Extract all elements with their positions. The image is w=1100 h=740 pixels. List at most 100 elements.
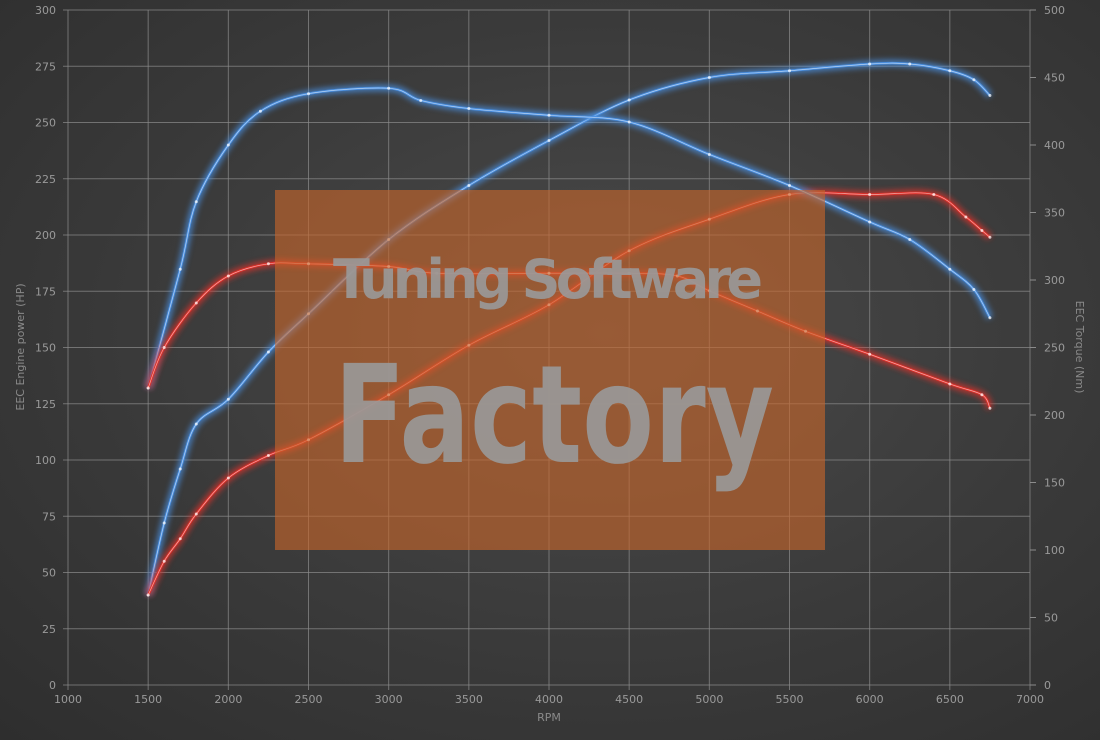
data-point [162,521,166,525]
data-point [162,346,166,349]
y-left-tick-label: 75 [42,510,56,523]
data-point [964,215,968,219]
data-point [627,120,631,124]
x-tick-label: 4000 [535,693,563,706]
data-point [988,94,992,97]
data-point [980,229,984,232]
data-point [226,397,230,401]
y-left-tick-label: 0 [49,679,56,692]
y-left-tick-label: 50 [42,567,56,580]
data-point [178,267,182,271]
y-right-tick-label: 200 [1044,409,1065,422]
x-tick-label: 5500 [776,693,804,706]
x-tick-label: 5000 [695,693,723,706]
data-point [948,69,952,73]
data-point [980,393,984,397]
y-right-tick-label: 450 [1044,72,1065,85]
x-tick-label: 1500 [134,693,162,706]
data-point [194,422,198,426]
y-right-axis-label: EEC Torque (Nm) [1073,301,1086,394]
data-point [972,78,976,82]
y-right-tick-label: 250 [1044,342,1065,355]
y-left-tick-label: 225 [35,173,56,186]
watermark-box [275,190,825,550]
data-point [988,235,992,239]
y-left-tick-label: 175 [35,285,56,298]
watermark-line2: Factory [334,337,774,495]
data-point [226,476,230,480]
data-point [387,86,391,90]
x-tick-label: 6000 [856,693,884,706]
data-point [932,193,936,196]
series-0 [144,59,993,597]
data-point [868,352,872,356]
x-tick-label: 3000 [375,693,403,706]
data-point [266,262,270,266]
data-point [307,92,310,96]
y-right-tick-label: 400 [1044,139,1065,152]
data-point [266,454,270,457]
x-tick-label: 3500 [455,693,483,706]
x-tick-label: 4500 [615,693,643,706]
data-point [178,467,182,471]
y-right-tick-label: 350 [1044,207,1065,220]
watermark-line1: Tuning Software [333,248,763,311]
data-point [146,386,150,390]
data-point [266,350,270,354]
data-point [908,238,912,241]
y-right-tick-label: 500 [1044,4,1065,17]
data-point [627,98,631,102]
data-point [162,559,166,563]
data-point [194,512,198,516]
x-tick-label: 2000 [214,693,242,706]
data-point [467,184,471,187]
y-right-tick-label: 300 [1044,274,1065,287]
data-point [788,184,791,187]
data-point [988,316,992,320]
data-point [178,537,182,541]
series-2 [144,84,994,390]
x-tick-label: 7000 [1016,693,1044,706]
y-left-tick-label: 150 [35,342,56,355]
data-point [194,200,198,204]
data-point [868,62,872,66]
data-point [194,301,198,305]
data-point [972,287,976,291]
x-tick-label: 1000 [54,693,82,706]
axis-ticks: 1000 1500 2000 2500 3000 3500 4000 4500 5000 5500… [35,4,1065,706]
data-point [547,139,551,142]
x-tick-label: 6500 [936,693,964,706]
data-point [948,267,952,271]
y-right-tick-label: 0 [1044,679,1051,692]
y-right-tick-label: 100 [1044,544,1065,557]
data-point [908,62,912,66]
y-left-tick-label: 250 [35,117,56,130]
data-point [467,107,471,111]
data-point [226,274,230,278]
x-axis-label: RPM [537,711,561,724]
data-point [707,152,711,156]
y-left-tick-label: 25 [42,623,56,636]
data-point [788,69,791,73]
watermark-logo: Tuning Software Factory [275,190,825,550]
data-point [868,193,872,196]
y-right-tick-label: 150 [1044,477,1065,490]
data-point [146,593,150,597]
x-tick-label: 2500 [295,693,323,706]
data-point [258,109,262,113]
data-point [948,382,952,386]
data-point [868,220,872,224]
data-point [419,98,423,102]
y-left-axis-label: EEC Engine power (HP) [14,283,27,410]
y-left-tick-label: 100 [35,454,56,467]
data-point [226,143,230,147]
data-point [988,406,992,410]
y-left-tick-label: 200 [35,229,56,242]
y-left-tick-label: 275 [35,60,56,73]
data-point [707,76,711,79]
data-point [547,113,551,117]
y-left-tick-label: 125 [35,398,56,411]
y-left-tick-label: 300 [35,4,56,17]
y-right-tick-label: 50 [1044,612,1058,625]
